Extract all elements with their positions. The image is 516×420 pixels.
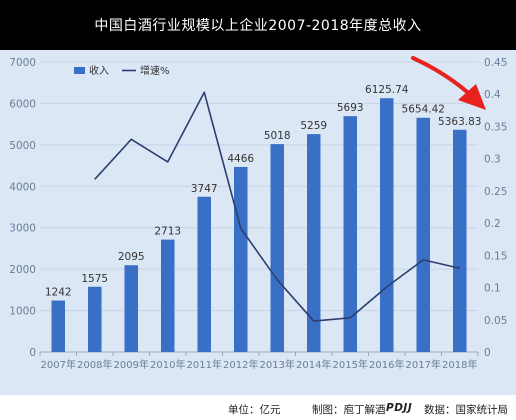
y-left-tick-label: 2000 [9,264,36,276]
bar-data-label: 5363.83 [438,116,481,128]
legend-label-revenue: 收入 [89,64,109,77]
y-right-tick-label: 0.25 [484,186,507,198]
bar-data-label: 1575 [81,273,108,285]
y-right-tick-label: 0.3 [484,154,501,166]
bar-data-label: 5259 [300,120,327,132]
bar [416,117,431,353]
bar-data-label: 5018 [264,130,291,142]
bar [87,286,102,352]
x-tick-label: 2011年 [187,358,222,371]
bar-data-label: 2713 [154,226,181,238]
y-right-tick-label: 0.05 [484,315,507,327]
bar [379,98,394,352]
plot-background [0,50,516,395]
title-bar: 中国白酒行业规模以上企业2007-2018年度总收入 [0,0,516,50]
legend-swatch-bar [74,67,85,74]
bar [197,196,212,352]
bar [160,239,175,352]
y-right-tick-label: 0.4 [484,89,501,101]
bar [343,116,358,352]
bar-data-label: 5693 [337,102,364,114]
y-left-tick-label: 1000 [9,306,36,318]
arrow-head [458,84,486,110]
bar-data-label: 1242 [45,287,72,299]
brand-logo: PDJJ [386,402,413,414]
y-left-tick-label: 0 [29,347,36,359]
credit-label: 制图：庖丁解酒 [312,404,386,416]
bar [124,265,139,352]
y-left-tick-label: 5000 [9,140,36,152]
y-left-tick-label: 4000 [9,181,36,193]
unit-label: 单位：亿元 [228,404,281,416]
growth-line [94,91,460,322]
y-left-tick-label: 6000 [9,98,36,110]
bar-data-label: 4466 [227,153,254,165]
bar-data-label: 6125.74 [365,84,409,96]
y-right-tick-label: 0.2 [484,218,501,230]
x-tick-label: 2010年 [150,358,185,371]
x-tick-label: 2018年 [442,358,477,371]
bar-data-label: 2095 [118,251,145,263]
bar [51,300,66,352]
bar [306,134,321,352]
x-tick-label: 2009年 [114,358,149,371]
y-right-tick-label: 0.15 [484,250,507,262]
x-tick-label: 2016年 [369,358,404,371]
x-tick-label: 2008年 [77,358,112,371]
y-right-tick-label: 0.1 [484,283,501,295]
y-right-tick-label: 0.45 [484,57,507,69]
x-tick-label: 2017年 [406,358,441,371]
footer: 单位：亿元 制图：庖丁解酒 PDJJ 数据：国家统计局 [0,396,516,420]
x-tick-label: 2014年 [296,358,331,371]
y-left-tick-label: 3000 [9,223,36,235]
chart-svg: 0 1000 2000 3000 4000 5000 6000 7000 0 0.05 0.1 0.1… [0,50,516,395]
chart-panel: 0 1000 2000 3000 4000 5000 6000 7000 0 0.05 0.1 0.1… [0,50,516,395]
x-tick-label: 2007年 [41,358,76,371]
y-right-tick-label: 0.35 [484,121,507,133]
x-tick-label: 2013年 [260,358,295,371]
x-tick-label: 2012年 [223,358,258,371]
bar [452,129,467,352]
y-right-tick-label: 0 [484,347,491,359]
bar-data-label: 5654.42 [402,104,445,116]
legend-label-growth: 增速% [140,64,170,77]
bar-data-label: 3747 [191,183,218,195]
source-label: 数据：国家统计局 [424,404,508,416]
bar [270,144,285,352]
x-tick-label: 2015年 [333,358,368,371]
bar [233,166,248,352]
y-left-tick-label: 7000 [9,57,36,69]
chart-title: 中国白酒行业规模以上企业2007-2018年度总收入 [94,18,422,34]
